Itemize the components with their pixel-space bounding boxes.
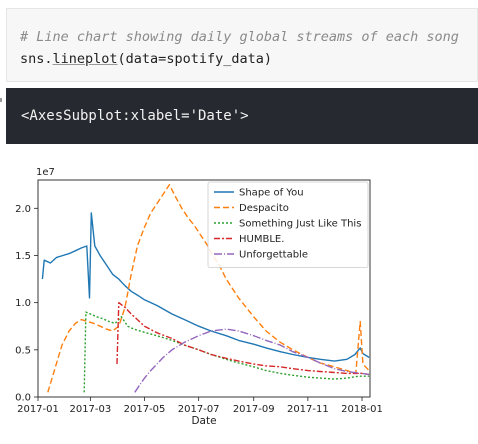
- code-comment: # Line chart showing daily global stream…: [20, 29, 459, 45]
- legend-label: Unforgettable: [239, 250, 308, 261]
- line-chart: 1e7 0.0 0.5 1.0 1.5 2.0 2017-01 2017-03 2017-05 2…: [15, 167, 383, 427]
- legend-label: HUMBLE.: [239, 234, 284, 245]
- x-axis-label: Date: [191, 415, 216, 427]
- x-tick-label: 2017-07: [178, 404, 220, 415]
- x-tick-label: 2017-11: [287, 404, 329, 415]
- code-line: sns.lineplot(data=spotify_data): [20, 48, 477, 70]
- gutter-marker: [0, 98, 2, 102]
- series-line-1: [47, 184, 370, 393]
- y-tick-label: 2.0: [15, 204, 31, 215]
- legend-label: Shape of You: [239, 188, 304, 199]
- y-offset-label: 1e7: [36, 167, 55, 178]
- output-text: <AxesSubplot:xlabel='Date'>: [21, 108, 249, 124]
- x-tick-label: 2017-03: [69, 404, 111, 415]
- code-prefix: sns.: [20, 51, 53, 67]
- legend-box: [207, 181, 369, 268]
- x-tick-label: 2018-01: [341, 404, 383, 415]
- code-function-link[interactable]: lineplot: [52, 51, 118, 67]
- output-cell: <AxesSubplot:xlabel='Date'>: [6, 88, 478, 144]
- plot-frame: [37, 179, 371, 398]
- legend-label: Something Just Like This: [239, 219, 361, 230]
- x-tick-label: 2017-09: [233, 404, 275, 415]
- y-tick-label: 0.0: [15, 393, 31, 404]
- y-tick-label: 1.0: [15, 298, 31, 309]
- y-tick-label: 0.5: [15, 345, 31, 356]
- y-tick-label: 1.5: [15, 251, 31, 262]
- x-tick-label: 2017-05: [124, 404, 166, 415]
- series-line-0: [41, 212, 370, 362]
- series-line-2: [83, 311, 370, 393]
- code-cell[interactable]: # Line chart showing daily global stream…: [6, 8, 478, 82]
- code-suffix: (data=spotify_data): [117, 51, 272, 67]
- legend-label: Despacito: [239, 203, 289, 214]
- x-tick-label: 2017-01: [17, 404, 59, 415]
- series-line-3: [116, 302, 370, 376]
- series-line-4: [134, 328, 370, 393]
